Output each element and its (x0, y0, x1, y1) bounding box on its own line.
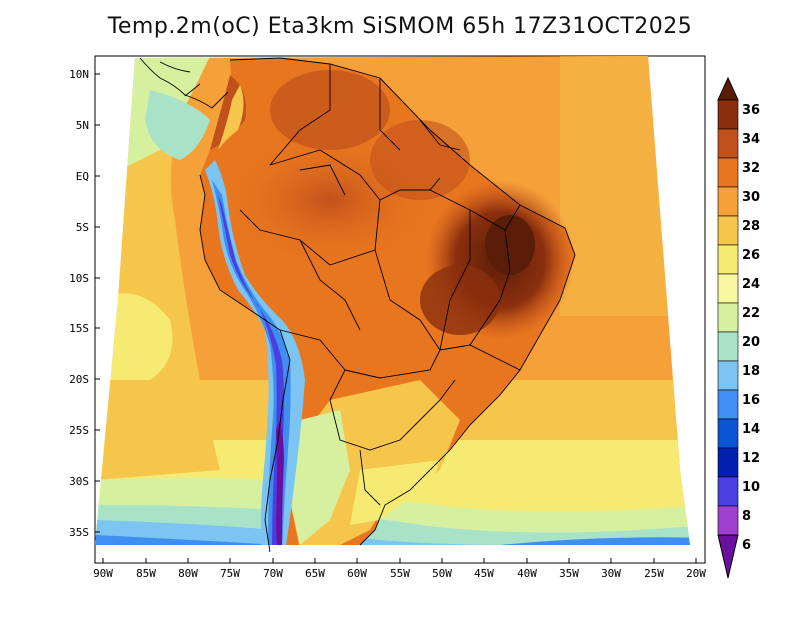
central-america (139, 57, 229, 109)
longitude-axis: 90W 85W 80W 75W 70W 65W 60W 55W 50W 45W … (93, 558, 706, 580)
lat-label: 20S (69, 373, 89, 386)
lat-label: 25S (69, 424, 89, 437)
lat-label: 15S (69, 322, 89, 335)
lon-label: 60W (347, 567, 367, 580)
lon-label: 25W (644, 567, 664, 580)
lat-label: 5N (76, 119, 89, 132)
lat-label: 10N (69, 68, 89, 81)
colorbar-label: 8 (742, 509, 751, 524)
colorbar-label: 28 (742, 219, 760, 234)
lon-label: 75W (220, 567, 240, 580)
lon-label: 70W (263, 567, 283, 580)
lon-label: 45W (474, 567, 494, 580)
colorbar-label: 32 (742, 161, 760, 176)
lat-label: EQ (76, 170, 89, 183)
colorbar-max-triangle (717, 76, 739, 101)
colorbar-label: 16 (742, 393, 760, 408)
lon-label: 90W (93, 567, 113, 580)
lat-label: 30S (69, 475, 89, 488)
lon-label: 55W (390, 567, 410, 580)
lon-label: 50W (432, 567, 452, 580)
map-title: Temp.2m(oC) Eta3km SiSMOM 65h 17Z31OCT20… (107, 14, 693, 39)
lat-label: 35S (69, 526, 89, 539)
colorbar-label: 36 (742, 103, 760, 118)
colorbar-label: 18 (742, 364, 760, 379)
latitude-axis: 10N 5N EQ 5S 10S 15S 20S 25S 30S 35S (69, 68, 100, 539)
colorbar-label: 30 (742, 190, 760, 205)
lon-label: 65W (305, 567, 325, 580)
lon-label: 85W (136, 567, 156, 580)
colorbar-min-triangle (717, 534, 739, 579)
country-borders (199, 57, 576, 553)
lon-label: 35W (559, 567, 579, 580)
lon-label: 40W (517, 567, 537, 580)
lat-label: 5S (76, 221, 89, 234)
colorbar-label: 6 (742, 538, 751, 553)
lon-label: 80W (178, 567, 198, 580)
colorbar: 36 34 32 30 28 26 24 22 20 18 16 14 12 1… (717, 76, 760, 579)
colorbar-label: 12 (742, 451, 760, 466)
colorbar-label: 26 (742, 248, 760, 263)
lon-label: 30W (601, 567, 621, 580)
lon-label: 20W (686, 567, 706, 580)
colorbar-label: 34 (742, 132, 760, 147)
colorbar-label: 10 (742, 480, 760, 495)
colorbar-label: 22 (742, 306, 760, 321)
colorbar-label: 14 (742, 422, 760, 437)
colorbar-label: 24 (742, 277, 760, 292)
colorbar-label: 20 (742, 335, 760, 350)
lat-label: 10S (69, 272, 89, 285)
